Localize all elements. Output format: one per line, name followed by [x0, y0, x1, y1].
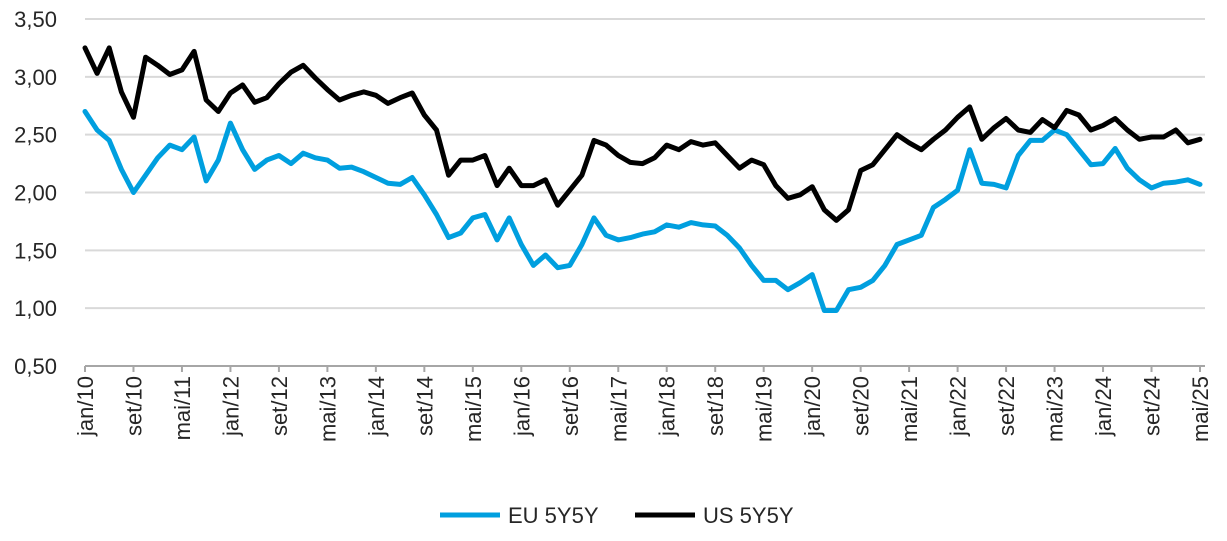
series-line-eu-5y5y	[85, 112, 1200, 311]
series-lines	[85, 48, 1200, 311]
y-tick-label: 3,00	[14, 65, 57, 90]
x-tick-label: jan/24	[1091, 376, 1116, 437]
x-tick-label: set/16	[558, 376, 583, 436]
x-tick-label: jan/22	[946, 376, 971, 437]
x-tick-label: mai/17	[606, 376, 631, 442]
x-tick-label: mai/13	[315, 376, 340, 442]
y-tick-label: 2,00	[14, 181, 57, 206]
x-tick-label: jan/20	[800, 376, 825, 437]
x-tick-label: jan/14	[364, 376, 389, 437]
x-tick-label: jan/10	[73, 376, 98, 437]
x-tick-label: set/22	[994, 376, 1019, 436]
y-axis-ticks: 0,50 1,00 1,50 2,00 2,50 3,00 3,50	[14, 7, 57, 379]
y-tick-label: 0,50	[14, 354, 57, 379]
x-tick-label: mai/23	[1043, 376, 1068, 442]
x-tick-label: mai/11	[170, 376, 195, 440]
x-axis: jan/10 set/10 mai/11 jan/12 set/12 mai/13 jan/…	[73, 366, 1213, 442]
x-tick-label: jan/18	[655, 376, 680, 437]
x-tick-label: set/24	[1140, 376, 1165, 436]
y-tick-label: 1,50	[14, 238, 57, 263]
x-tick-label: set/12	[267, 376, 292, 436]
x-tick-label: set/10	[121, 376, 146, 436]
x-tick-label: set/18	[703, 376, 728, 436]
x-tick-label: set/14	[412, 376, 437, 436]
x-tick-label: mai/15	[461, 376, 486, 442]
x-tick-label: set/20	[849, 376, 874, 436]
x-tick-label: jan/12	[218, 376, 243, 437]
y-tick-label: 3,50	[14, 7, 57, 32]
x-tick-label: mai/21	[897, 376, 922, 442]
x-tick-label: mai/25	[1188, 376, 1213, 442]
legend-label: EU 5Y5Y	[508, 503, 599, 528]
y-tick-label: 2,50	[14, 123, 57, 148]
x-tick-label: mai/19	[752, 376, 777, 442]
x-tick-label: jan/16	[509, 376, 534, 437]
legend: EU 5Y5Y US 5Y5Y	[440, 503, 794, 528]
y-tick-label: 1,00	[14, 296, 57, 321]
legend-label: US 5Y5Y	[703, 503, 794, 528]
